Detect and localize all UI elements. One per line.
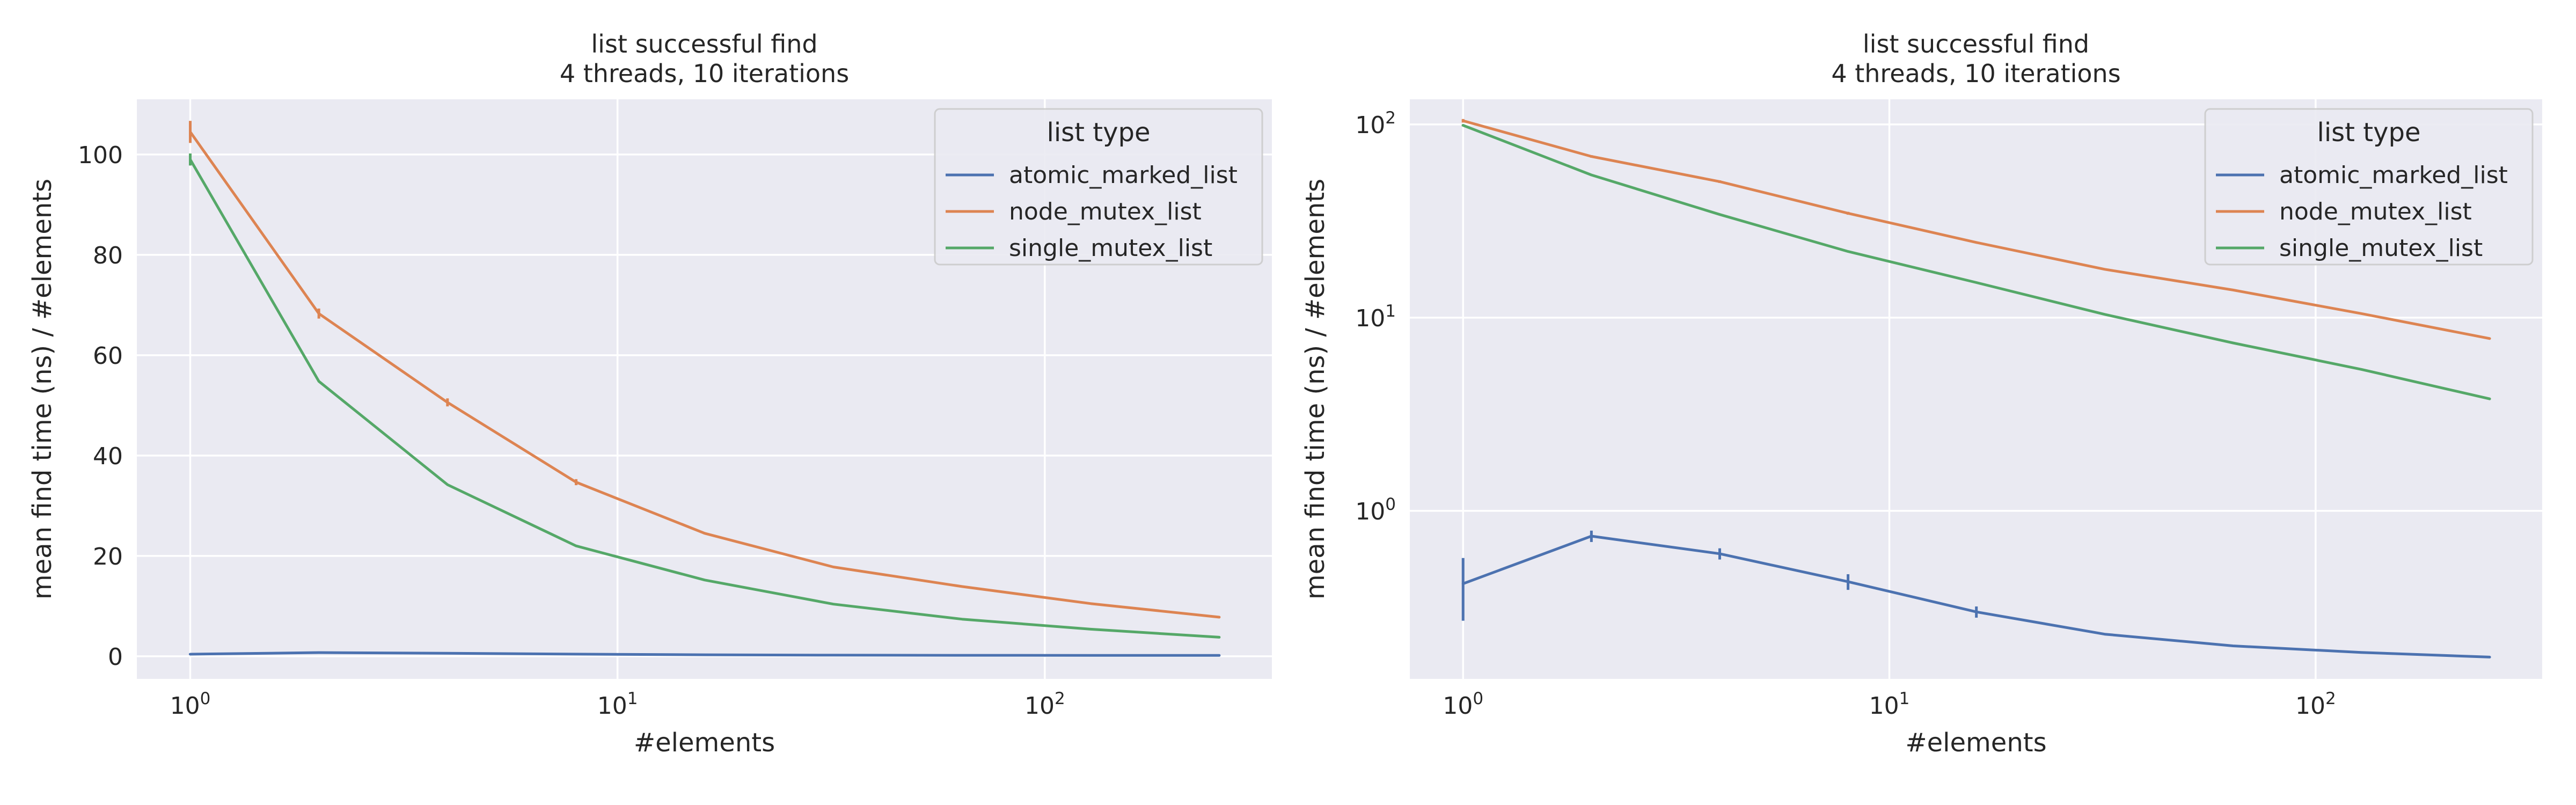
chart-title-line: 4 threads, 10 iterations [1831,59,2120,88]
chart-title-line: list successful find [1863,30,2089,58]
legend-label: single_mutex_list [2279,235,2483,262]
legend: list type atomic_marked_list node_mutex_li… [2204,108,2534,266]
y-tick-label-base: 10 [1355,112,1385,139]
x-tick-label-base: 10 [1024,692,1055,720]
legend-title: list type [1047,118,1151,148]
y-tick-label: 100 [78,142,123,169]
chart-title-line: 4 threads, 10 iterations [560,59,849,88]
y-axis-label: mean find time (ns) / #elements [27,179,57,599]
x-tick-label: 102 [1024,689,1065,720]
x-tick-label-exponent: 1 [627,689,638,708]
y-tick-label: 101 [1355,302,1396,332]
x-tick-label: 101 [1869,689,1910,720]
y-tick-label-exponent: 2 [1385,108,1396,128]
x-tick-label-base: 10 [170,692,200,720]
y-tick-label-base: 10 [1355,498,1385,525]
x-tick-label: 102 [2295,689,2336,720]
y-tick-label: 40 [93,443,123,470]
legend-box [934,108,1263,266]
x-axis-label: #elements [1905,728,2046,758]
y-tick-label: 0 [108,643,123,671]
legend: list type atomic_marked_list node_mutex_li… [934,108,1263,266]
series-line-single_mutex_list [1461,124,2491,400]
x-tick-label-base: 10 [1443,692,1473,720]
y-tick-label: 60 [93,342,123,370]
x-tick-label-exponent: 2 [2325,689,2336,708]
legend-label: single_mutex_list [1009,235,1212,262]
legend-title: list type [2317,118,2421,148]
x-tick-label-exponent: 0 [1473,689,1483,708]
x-tick-label-base: 10 [597,692,627,720]
y-tick-label-exponent: 1 [1385,302,1396,321]
x-tick-label-exponent: 0 [200,689,211,708]
legend-label: node_mutex_list [2279,198,2472,225]
legend-label: atomic_marked_list [2279,162,2508,189]
x-tick-label: 101 [597,689,638,720]
legend-box [2204,108,2534,266]
y-tick-label-base: 10 [1355,305,1385,332]
legend-label: atomic_marked_list [1009,162,1238,189]
y-tick-label: 102 [1355,108,1396,139]
x-tick-label-base: 10 [1869,692,1899,720]
series-line-single_mutex_list [189,158,1221,639]
x-tick-label-exponent: 1 [1899,689,1910,708]
legend-label: node_mutex_list [1009,198,1202,225]
x-tick-label-exponent: 2 [1055,689,1065,708]
y-tick-label: 100 [1355,495,1396,525]
y-axis-label: mean find time (ns) / #elements [1300,179,1330,599]
chart-title-line: list successful find [591,30,817,58]
y-tick-label: 80 [93,242,123,269]
x-tick-label: 100 [1443,689,1483,720]
x-tick-label: 100 [170,689,211,720]
x-axis-label: #elements [634,728,775,758]
x-tick-label-base: 10 [2295,692,2325,720]
y-tick-label: 20 [93,543,123,570]
y-tick-label-exponent: 0 [1385,495,1396,514]
